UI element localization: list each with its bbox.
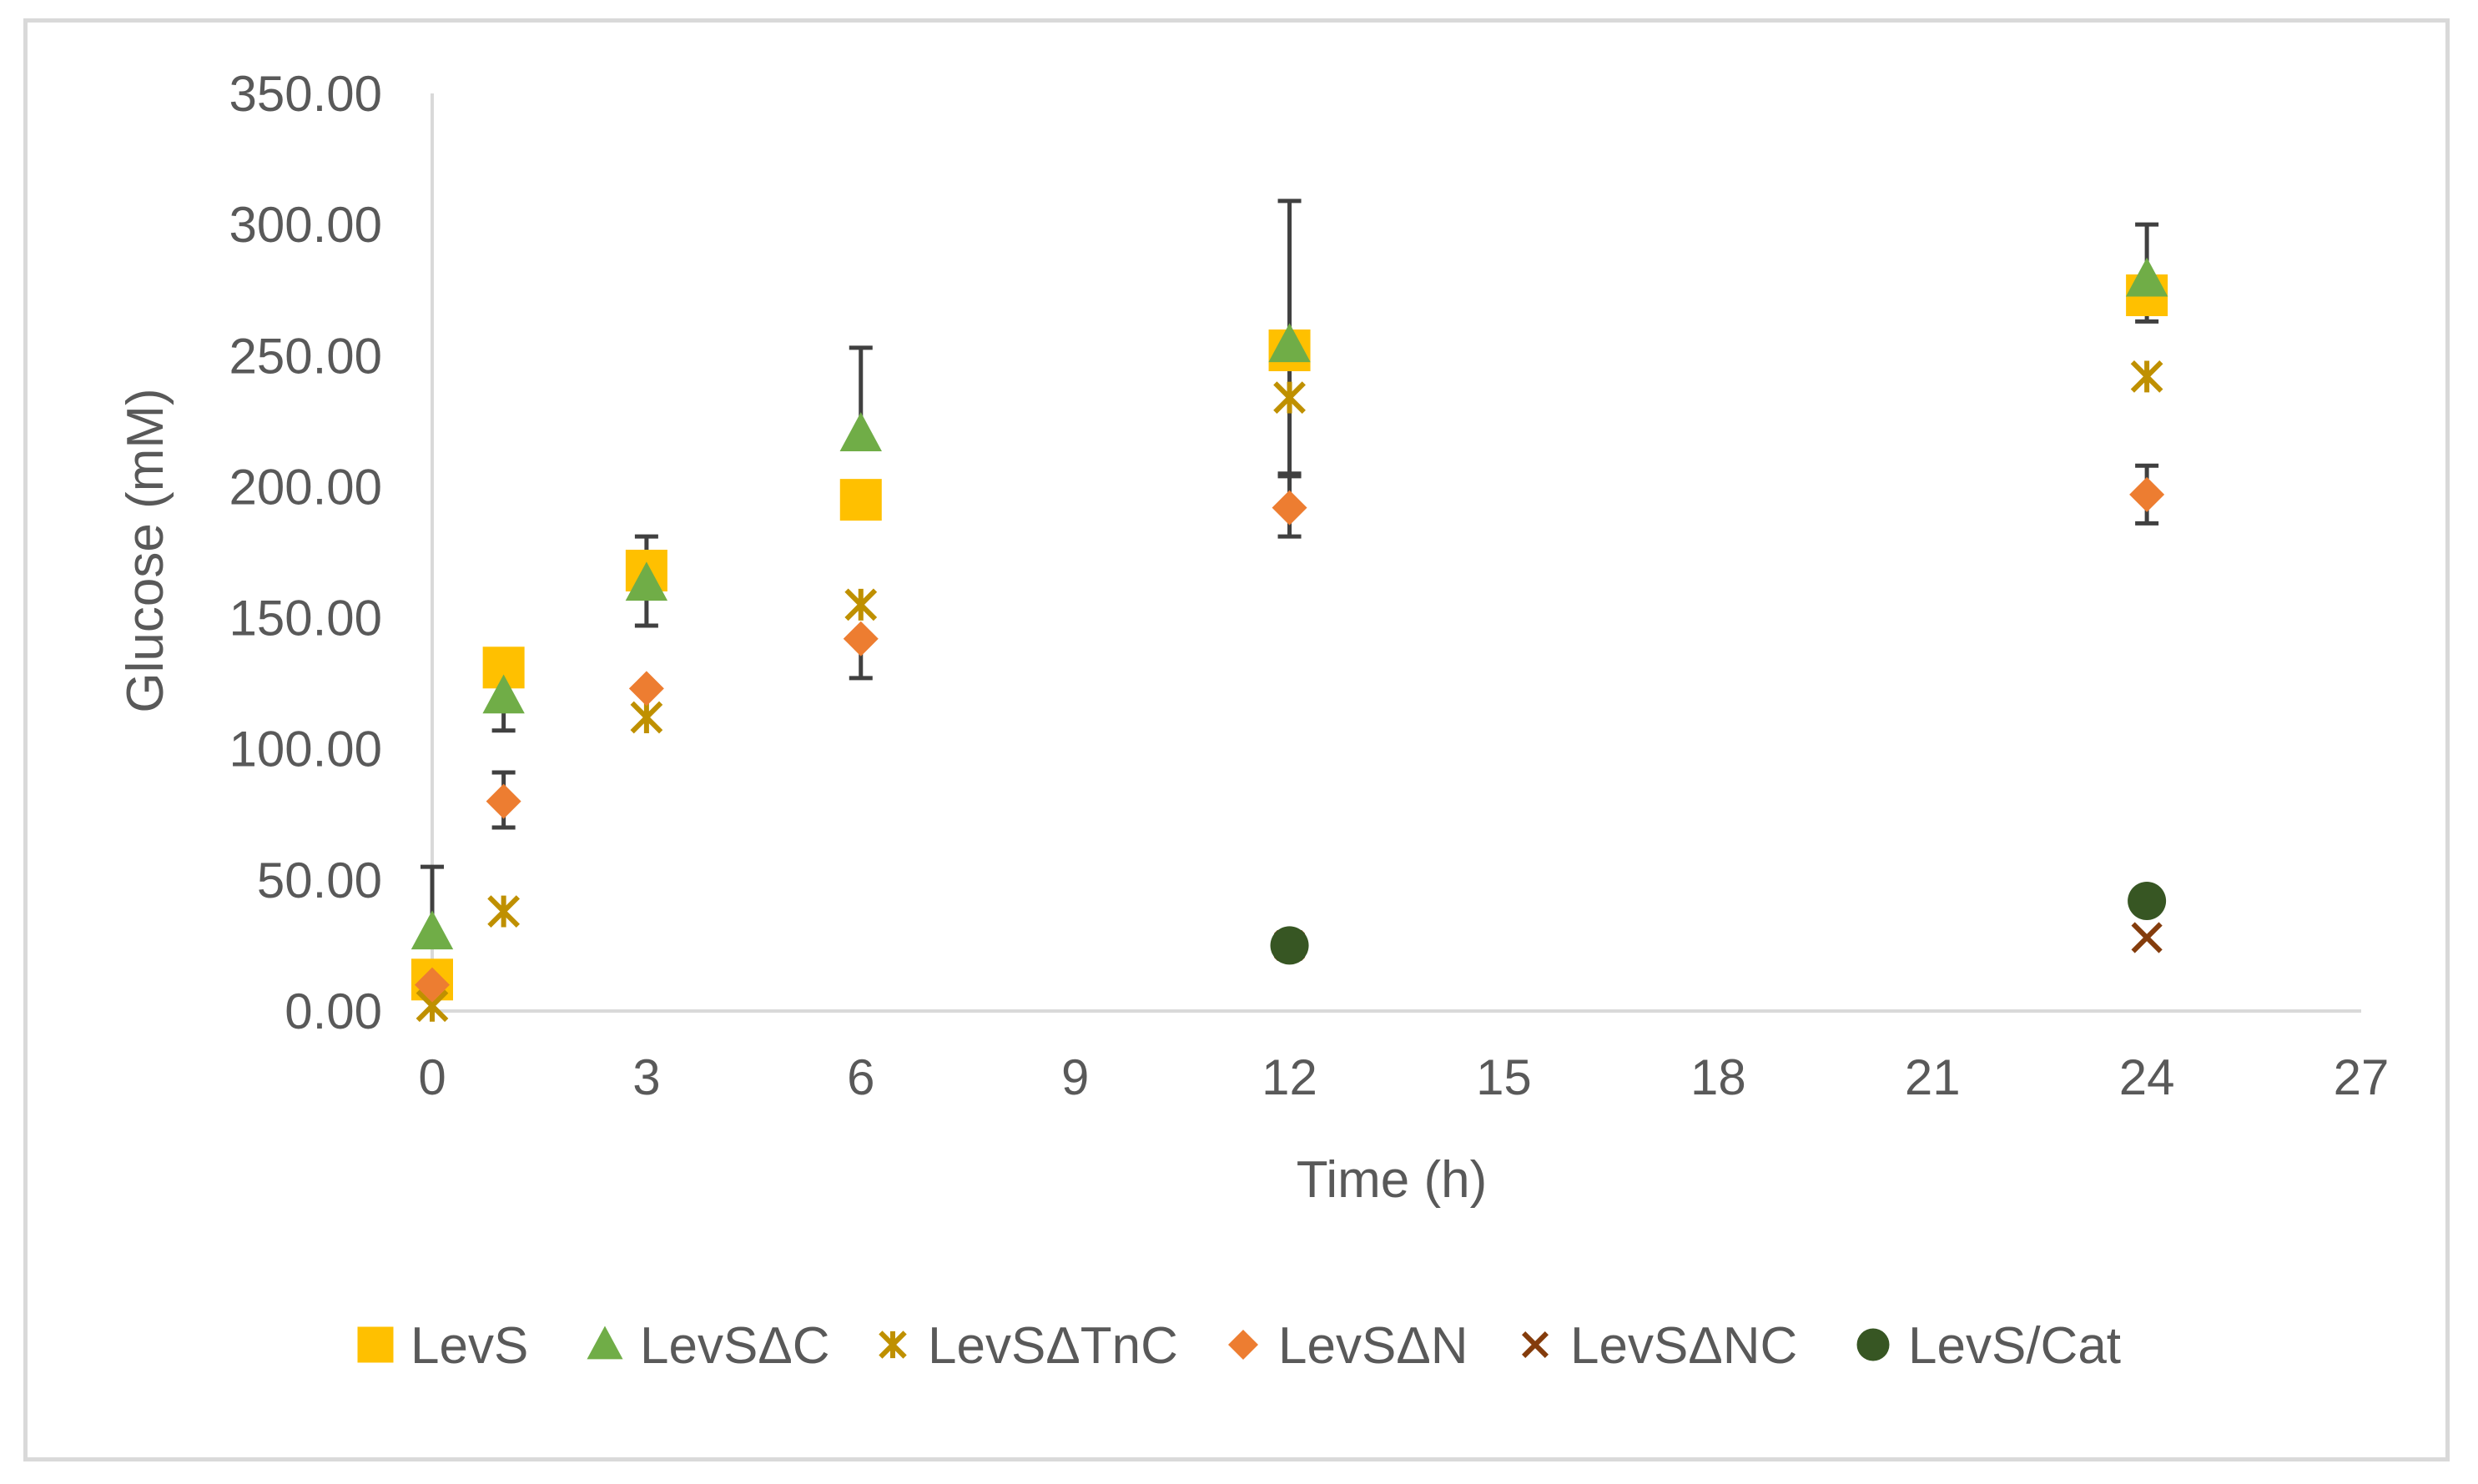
y-tick-label: 350.00 <box>229 66 382 122</box>
data-point <box>415 967 450 1003</box>
legend: LevS LevSΔC LevSΔTnC LevSΔN LevSΔNC LevS/Cat <box>357 1317 2121 1375</box>
y-tick-label: 100.00 <box>229 722 382 777</box>
data-point <box>2128 882 2167 920</box>
series-2 <box>416 360 2163 1023</box>
x-tick-label: 18 <box>1690 1049 1746 1105</box>
data-point <box>487 895 521 928</box>
data-point <box>839 412 882 451</box>
legend-marker <box>587 1326 623 1360</box>
legend-item: LevS/Cat <box>1856 1317 2121 1375</box>
x-tick-label: 9 <box>1061 1049 1089 1105</box>
data-point <box>2129 476 2165 512</box>
legend-item: LevSΔTnC <box>879 1317 1178 1375</box>
data-point <box>486 783 521 819</box>
data-markers <box>410 257 2168 1023</box>
series-5 <box>1270 882 2167 965</box>
y-tick-label: 50.00 <box>257 853 382 908</box>
y-tick-label: 150.00 <box>229 591 382 646</box>
error-bars <box>421 199 2159 933</box>
x-tick-label: 21 <box>1905 1049 1961 1105</box>
legend-item: LevS <box>357 1317 528 1375</box>
legend-label: LevSΔN <box>1278 1317 1468 1375</box>
data-point <box>628 671 664 707</box>
legend-marker <box>1856 1328 1890 1361</box>
legend-marker <box>1522 1331 1549 1359</box>
series-3 <box>415 476 2165 1003</box>
legend-label: LevSΔTnC <box>928 1317 1178 1375</box>
data-point <box>482 674 525 714</box>
plot-area: 0.00 50.00 100.00 150.00 200.00 250.00 300.00 3… <box>229 66 2389 1105</box>
x-tick-label: 0 <box>418 1049 446 1105</box>
legend-item: LevSΔNC <box>1522 1317 1797 1375</box>
legend-label: LevS/Cat <box>1908 1317 2121 1375</box>
legend-item: LevSΔN <box>1228 1317 1468 1375</box>
data-point <box>630 701 663 734</box>
y-tick-label: 250.00 <box>229 328 382 384</box>
legend-label: LevSΔC <box>640 1317 830 1375</box>
x-tick-label: 12 <box>1262 1049 1317 1105</box>
x-tick-label: 6 <box>847 1049 874 1105</box>
legend-item: LevSΔC <box>587 1317 830 1375</box>
data-point <box>839 479 882 521</box>
y-axis-title: Glucose (mM) <box>117 388 174 712</box>
y-tick-label: 0.00 <box>285 983 382 1039</box>
data-point <box>2130 360 2163 393</box>
data-point <box>844 588 878 621</box>
series-4 <box>1273 922 2163 962</box>
legend-marker <box>357 1326 394 1363</box>
x-tick-label: 15 <box>1476 1049 1532 1105</box>
data-point <box>1268 323 1311 363</box>
legend-label: LevSΔNC <box>1570 1317 1797 1375</box>
x-axis-title: Time (h) <box>1297 1151 1487 1209</box>
data-point <box>2125 257 2168 297</box>
x-tick-label: 24 <box>2119 1049 2175 1105</box>
x-tick-label: 27 <box>2334 1049 2390 1105</box>
data-point <box>1272 490 1307 526</box>
data-point <box>843 621 879 656</box>
y-tick-label: 200.00 <box>229 459 382 515</box>
data-point <box>410 910 454 950</box>
data-point <box>1270 926 1309 965</box>
data-point <box>625 561 668 601</box>
chart-frame <box>23 18 2450 1461</box>
legend-marker <box>879 1331 907 1359</box>
y-tick-label: 300.00 <box>229 197 382 253</box>
y-axis-ticks: 0.00 50.00 100.00 150.00 200.00 250.00 300.00 3… <box>229 66 382 1039</box>
x-tick-label: 3 <box>632 1049 660 1105</box>
x-axis-ticks: 0 3 6 9 12 15 18 21 24 27 <box>418 1049 2389 1105</box>
data-point <box>2131 922 2163 953</box>
series-1 <box>410 257 2168 950</box>
legend-label: LevS <box>410 1317 528 1375</box>
legend-marker <box>1228 1330 1258 1360</box>
data-point <box>1273 381 1306 414</box>
